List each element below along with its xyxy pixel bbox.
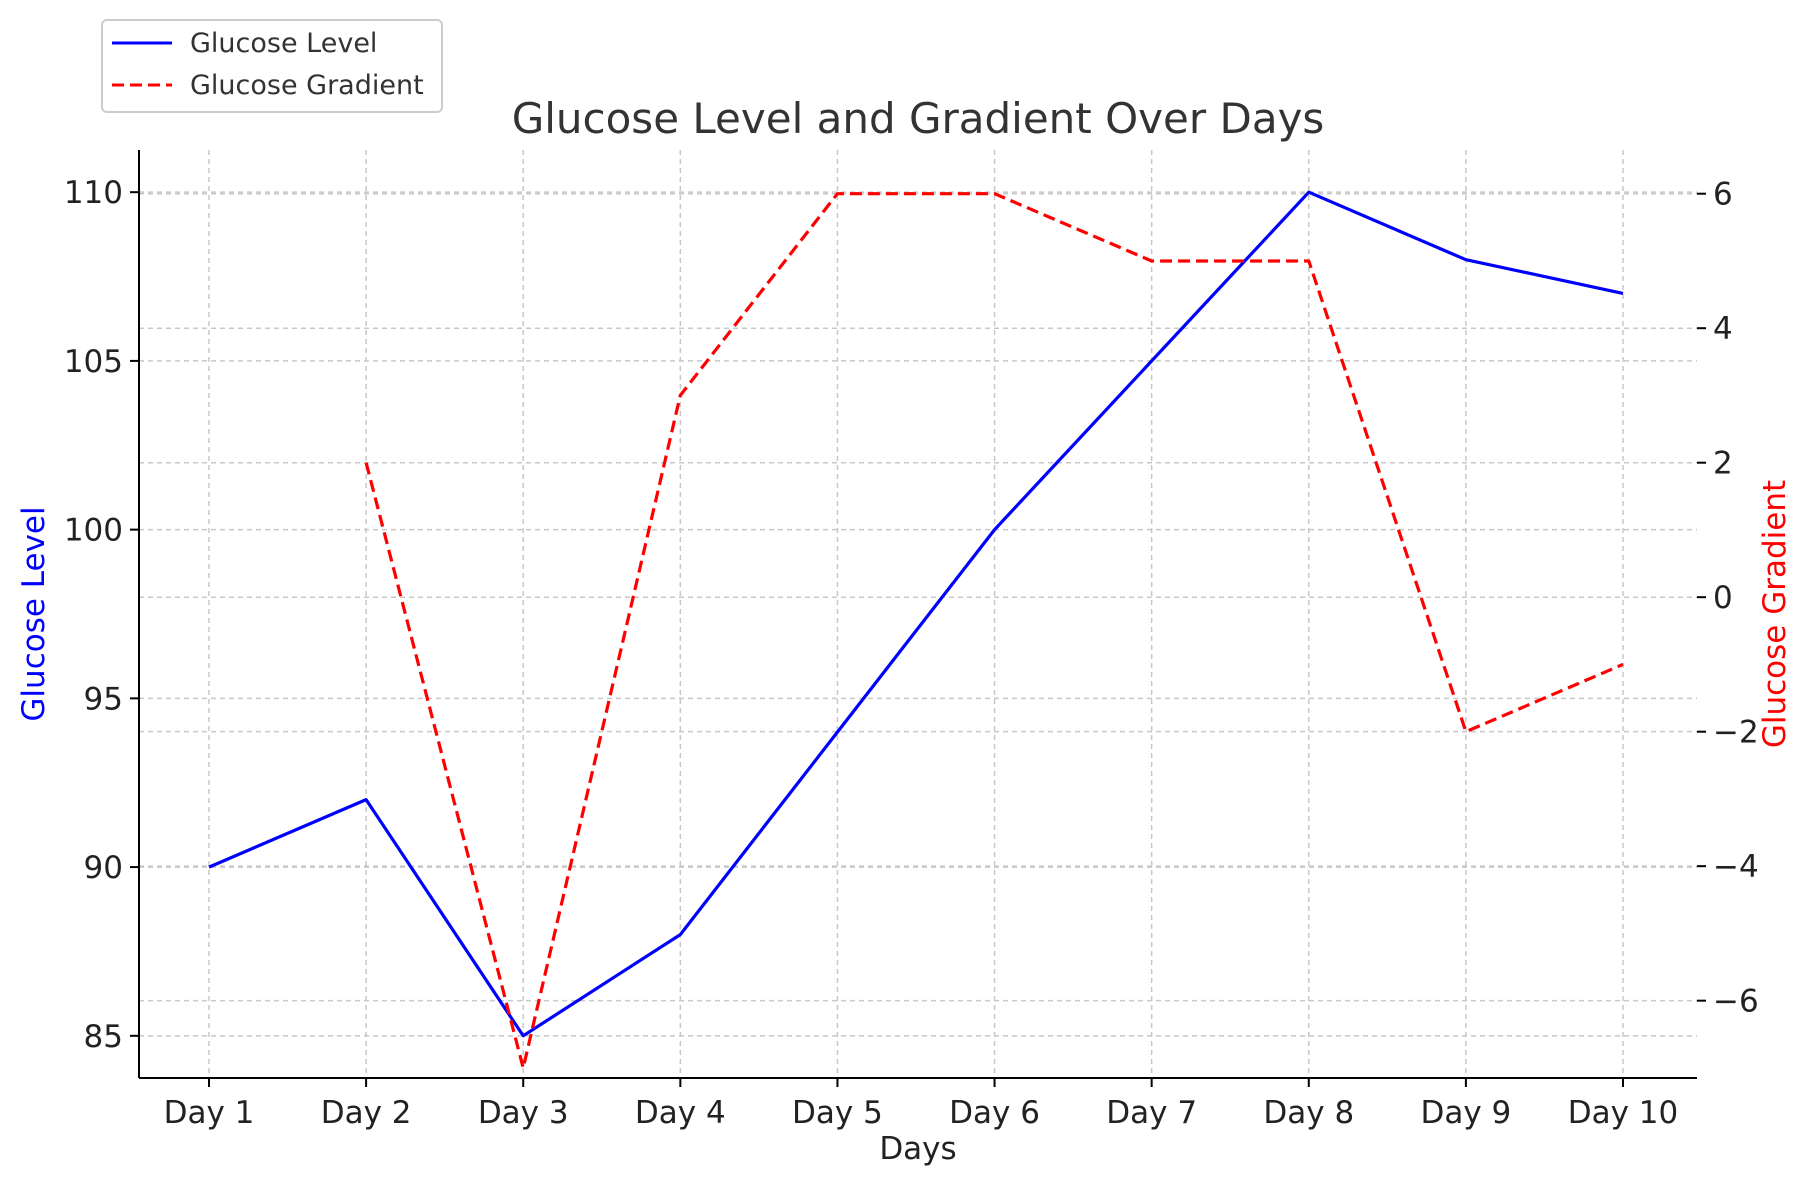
legend: Glucose Level Glucose Gradient	[101, 19, 443, 113]
y2-tick-label: 6	[1713, 177, 1733, 213]
y-tick-label: 85	[84, 1019, 123, 1055]
y-axis-label: Glucose Level	[16, 506, 52, 721]
x-tick-label: Day 5	[792, 1095, 883, 1131]
y-tick-label: 110	[64, 175, 123, 211]
x-tick-label: Day 8	[1263, 1095, 1354, 1131]
legend-box	[101, 19, 443, 113]
x-tick-label: Day 7	[1106, 1095, 1197, 1131]
y2-tick-label: −6	[1713, 984, 1759, 1020]
y-tick-label: 105	[64, 344, 123, 380]
y2-tick-label: 4	[1713, 311, 1733, 347]
x-tick-label: Day 9	[1420, 1095, 1511, 1131]
y-tick-label: 100	[64, 513, 123, 549]
axes	[138, 150, 1697, 1079]
legend-label-glucose-gradient: Glucose Gradient	[190, 70, 424, 101]
legend-label-glucose-level: Glucose Level	[190, 28, 377, 59]
grid	[139, 150, 1697, 1078]
series	[208, 190, 1624, 1070]
y-tick-label: 90	[84, 850, 123, 886]
ticks: Day 1 Day 2 Day 3 Day 4 Day 5 Day 6 Day 7 Day 8…	[64, 175, 1759, 1131]
chart-title: Glucose Level and Gradient Over Days	[512, 94, 1325, 143]
y2-axis-label: Glucose Gradient	[1757, 480, 1793, 748]
series-line-glucose-gradient	[364, 192, 1624, 1070]
y2-tick-label: 2	[1713, 446, 1733, 482]
series-line-glucose-level	[208, 190, 1624, 1038]
x-tick-label: Day 4	[635, 1095, 726, 1131]
x-tick-label: Day 1	[164, 1095, 255, 1131]
x-tick-label: Day 10	[1568, 1095, 1679, 1131]
x-tick-label: Day 3	[478, 1095, 569, 1131]
x-tick-label: Day 6	[949, 1095, 1040, 1131]
y2-tick-label: −2	[1713, 715, 1759, 751]
y2-tick-label: −4	[1713, 849, 1759, 885]
x-axis-label: Days	[879, 1131, 956, 1167]
y-tick-label: 95	[84, 681, 123, 717]
x-tick-label: Day 2	[321, 1095, 412, 1131]
y2-tick-label: 0	[1713, 580, 1733, 616]
